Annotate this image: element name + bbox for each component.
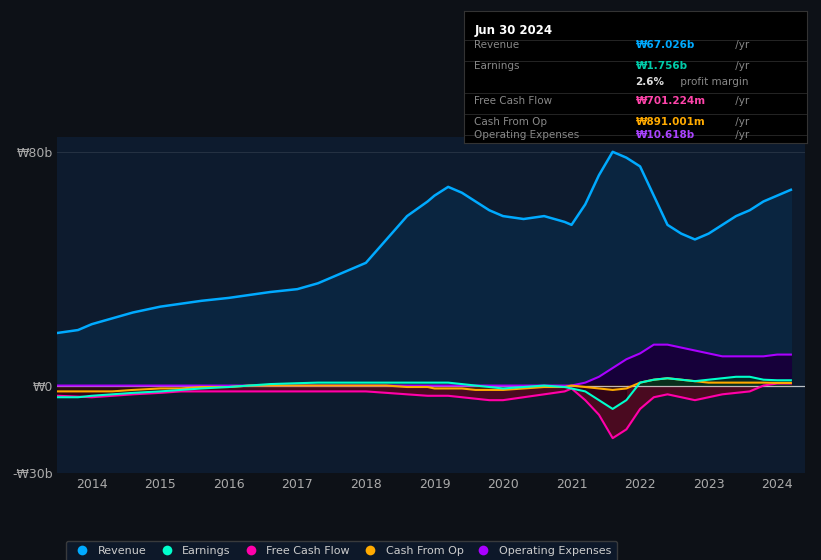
Text: ₩10.618b: ₩10.618b [635, 130, 695, 140]
Text: ₩701.224m: ₩701.224m [635, 96, 705, 106]
Text: Earnings: Earnings [475, 62, 520, 72]
Text: ₩1.756b: ₩1.756b [635, 62, 687, 72]
Text: Cash From Op: Cash From Op [475, 116, 547, 127]
Text: /yr: /yr [732, 116, 749, 127]
Text: profit margin: profit margin [677, 77, 748, 87]
Text: /yr: /yr [732, 130, 749, 140]
Text: Free Cash Flow: Free Cash Flow [475, 96, 553, 106]
Text: Revenue: Revenue [475, 40, 520, 50]
Text: ₩67.026b: ₩67.026b [635, 40, 695, 50]
Text: /yr: /yr [732, 96, 749, 106]
Text: 2.6%: 2.6% [635, 77, 664, 87]
Legend: Revenue, Earnings, Free Cash Flow, Cash From Op, Operating Expenses: Revenue, Earnings, Free Cash Flow, Cash … [66, 540, 617, 560]
Text: Operating Expenses: Operating Expenses [475, 130, 580, 140]
Text: ₩891.001m: ₩891.001m [635, 116, 705, 127]
Text: /yr: /yr [732, 62, 749, 72]
Text: Jun 30 2024: Jun 30 2024 [475, 25, 553, 38]
Text: /yr: /yr [732, 40, 749, 50]
